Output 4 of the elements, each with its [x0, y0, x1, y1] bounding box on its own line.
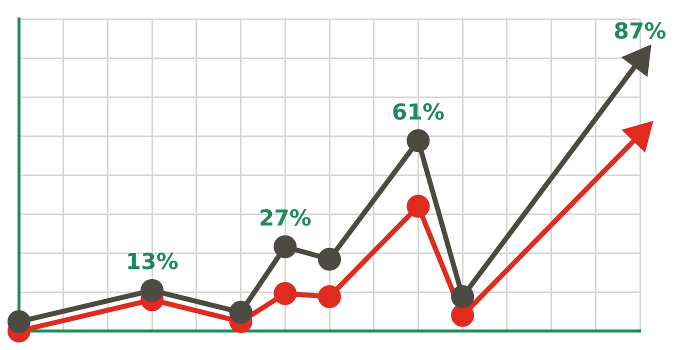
data-label: 27% [258, 206, 312, 232]
data-label: 13% [126, 250, 178, 276]
data-label: 61% [392, 100, 445, 126]
data-label: 87% [614, 19, 666, 44]
